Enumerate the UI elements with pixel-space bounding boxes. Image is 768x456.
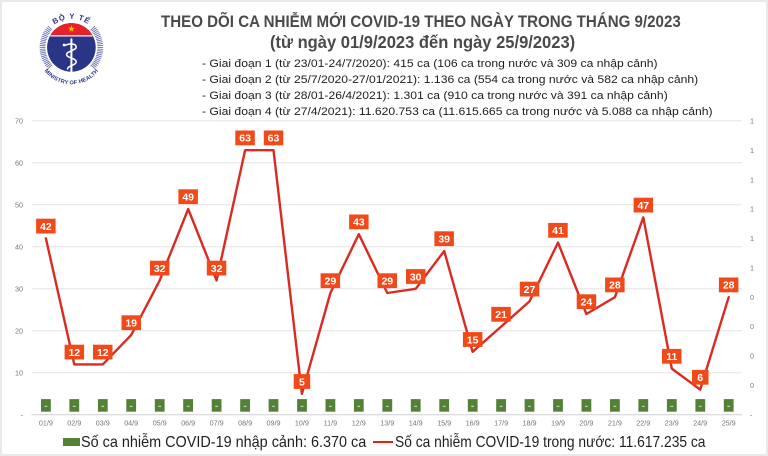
svg-text:1: 1 [750, 263, 754, 272]
svg-text:1: 1 [750, 175, 754, 184]
svg-text:19: 19 [125, 318, 137, 330]
svg-text:30: 30 [410, 271, 422, 283]
svg-text:41: 41 [552, 225, 564, 237]
svg-text:-: - [750, 410, 753, 419]
svg-text:20/9: 20/9 [579, 419, 593, 428]
svg-text:40: 40 [15, 243, 23, 252]
svg-text:18/9: 18/9 [523, 419, 537, 428]
svg-text:47: 47 [637, 200, 649, 212]
svg-text:32: 32 [211, 263, 223, 275]
svg-text:BỘ Y TẾ: BỘ Y TẾ [51, 12, 93, 26]
svg-text:11: 11 [666, 351, 677, 363]
svg-text:24/9: 24/9 [693, 419, 707, 428]
svg-text:1: 1 [750, 146, 754, 155]
svg-text:08/9: 08/9 [238, 419, 252, 428]
svg-text:21/9: 21/9 [608, 419, 622, 428]
svg-text:28: 28 [723, 280, 735, 292]
svg-text:5: 5 [299, 376, 305, 388]
svg-text:70: 70 [15, 117, 23, 126]
svg-text:0: 0 [750, 381, 754, 390]
svg-text:28: 28 [609, 280, 621, 292]
svg-text:63: 63 [239, 133, 251, 145]
svg-text:30: 30 [15, 285, 23, 294]
svg-text:29: 29 [325, 276, 337, 288]
svg-text:22/9: 22/9 [636, 419, 650, 428]
svg-text:25/9: 25/9 [722, 419, 736, 428]
svg-text:16/9: 16/9 [466, 419, 480, 428]
svg-text:-: - [21, 410, 24, 419]
svg-text:05/9: 05/9 [153, 419, 167, 428]
svg-text:14/9: 14/9 [409, 419, 423, 428]
svg-text:01/9: 01/9 [39, 419, 53, 428]
svg-text:17/9: 17/9 [494, 419, 508, 428]
svg-text:15: 15 [467, 334, 479, 346]
svg-text:0: 0 [750, 293, 754, 302]
svg-text:06/9: 06/9 [181, 419, 195, 428]
svg-text:23/9: 23/9 [665, 419, 679, 428]
svg-text:27: 27 [524, 284, 536, 296]
svg-text:43: 43 [353, 217, 365, 229]
svg-text:13/9: 13/9 [380, 419, 394, 428]
svg-text:02/9: 02/9 [67, 419, 81, 428]
svg-text:1: 1 [750, 234, 754, 243]
svg-text:0: 0 [750, 322, 754, 331]
svg-text:20: 20 [15, 327, 23, 336]
svg-text:09/9: 09/9 [267, 419, 281, 428]
svg-text:07/9: 07/9 [210, 419, 224, 428]
svg-text:19/9: 19/9 [551, 419, 565, 428]
svg-text:12/9: 12/9 [352, 419, 366, 428]
svg-text:24: 24 [581, 297, 593, 309]
svg-text:10/9: 10/9 [295, 419, 309, 428]
svg-text:50: 50 [15, 201, 23, 210]
svg-text:0: 0 [750, 352, 754, 361]
svg-text:1: 1 [750, 205, 754, 214]
svg-text:6: 6 [697, 372, 703, 384]
svg-text:29: 29 [381, 276, 393, 288]
svg-text:11/9: 11/9 [324, 419, 337, 428]
svg-text:03/9: 03/9 [96, 419, 110, 428]
svg-text:32: 32 [154, 263, 166, 275]
svg-text:21: 21 [495, 309, 507, 321]
svg-text:15/9: 15/9 [437, 419, 451, 428]
svg-text:1: 1 [750, 117, 754, 126]
svg-text:60: 60 [15, 159, 23, 168]
svg-text:49: 49 [182, 192, 194, 204]
svg-text:04/9: 04/9 [124, 419, 138, 428]
svg-text:39: 39 [438, 234, 450, 246]
svg-text:10: 10 [15, 369, 23, 378]
svg-text:63: 63 [268, 133, 280, 145]
svg-text:12: 12 [97, 347, 109, 359]
svg-text:12: 12 [68, 347, 80, 359]
svg-text:42: 42 [40, 221, 52, 233]
